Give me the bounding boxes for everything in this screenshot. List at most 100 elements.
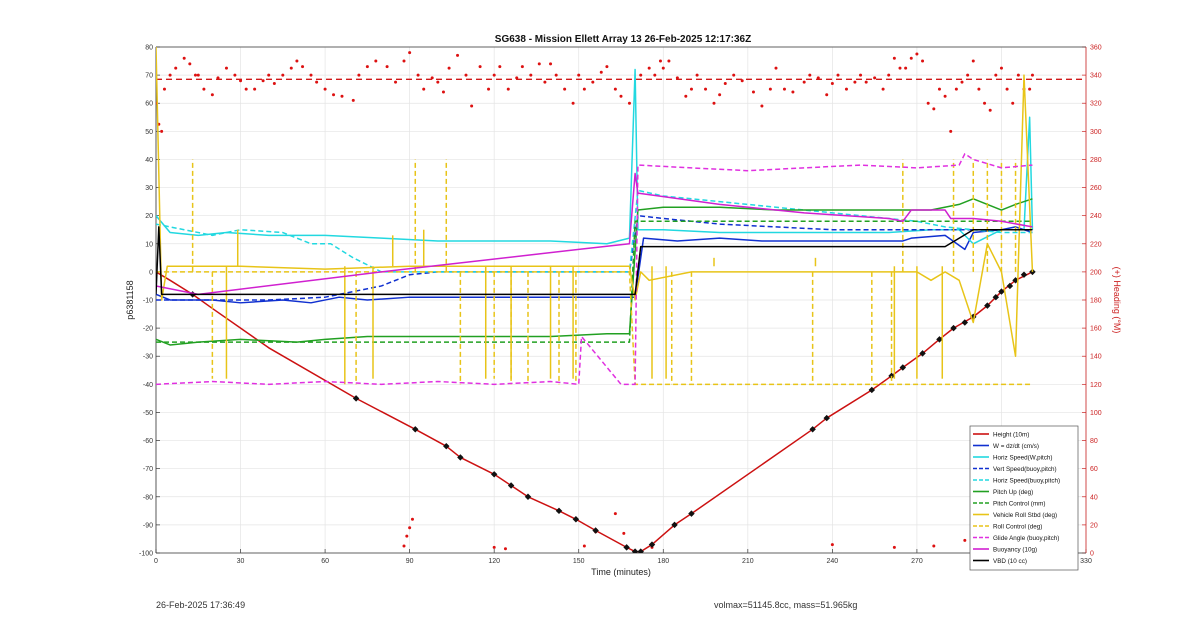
x-tick-label: 330 <box>1080 558 1092 565</box>
heading-point <box>825 93 829 97</box>
heading-point <box>926 101 930 105</box>
legend-label: Vehicle Roll Stbd (deg) <box>993 512 1057 519</box>
heading-point <box>487 87 491 91</box>
y-tick-label-right: 260 <box>1090 185 1102 192</box>
heading-point <box>193 73 197 77</box>
heading-point <box>340 94 344 98</box>
heading-point <box>422 87 426 91</box>
heading-point <box>196 73 200 77</box>
y-tick-label-left: -10 <box>143 298 153 305</box>
legend-label: Pitch Control (mm) <box>993 500 1045 507</box>
series-line-11 <box>156 226 1033 296</box>
height-marker <box>950 324 957 332</box>
heading-point <box>613 87 617 91</box>
heading-point <box>582 87 586 91</box>
heading-point <box>599 70 603 74</box>
height-marker <box>868 386 876 394</box>
heading-point <box>529 73 533 77</box>
heading-point <box>408 51 412 55</box>
heading-point <box>954 87 958 91</box>
heading-point <box>351 98 355 102</box>
y-tick-label-left: -50 <box>143 410 153 417</box>
legend-box <box>969 425 1079 571</box>
legend-label: Vert Speed(buoy,pitch) <box>993 466 1057 473</box>
y-tick-label-right: 100 <box>1090 410 1102 417</box>
heading-point <box>658 59 662 63</box>
y-tick-label-left: -60 <box>143 438 153 445</box>
heading-point <box>160 129 164 133</box>
heading-point <box>289 66 293 70</box>
heading-point <box>549 62 553 66</box>
y-tick-label-right: 320 <box>1090 101 1102 108</box>
y-tick-label-right: 200 <box>1090 269 1102 276</box>
heading-point <box>943 94 947 98</box>
heading-point <box>802 80 806 84</box>
legend-label: Buoyancy (10g) <box>993 546 1037 553</box>
y-tick-label-right: 220 <box>1090 241 1102 248</box>
height-marker <box>623 544 630 551</box>
heading-point <box>202 87 206 91</box>
heading-point <box>844 87 848 91</box>
heading-point <box>830 543 834 547</box>
height-marker <box>899 364 907 371</box>
heading-point <box>408 526 412 530</box>
height-marker <box>648 541 656 548</box>
heading-point <box>456 53 460 57</box>
heading-point <box>988 108 992 112</box>
heading-point <box>994 73 998 77</box>
heading-point <box>441 90 445 94</box>
heading-point <box>591 80 595 84</box>
x-axis-label: Time (minutes) <box>591 567 651 577</box>
heading-point <box>492 73 496 77</box>
y-tick-label-left: -90 <box>143 522 153 529</box>
heading-point <box>932 107 936 111</box>
heading-point <box>301 65 305 69</box>
heading-point <box>267 73 271 77</box>
heading-point <box>853 80 857 84</box>
y-tick-label-right: 180 <box>1090 298 1102 305</box>
heading-point <box>904 66 908 70</box>
heading-point <box>782 87 786 91</box>
heading-point <box>174 66 178 70</box>
heading-point <box>430 76 434 80</box>
heading-point <box>332 93 336 97</box>
heading-point <box>357 73 361 77</box>
heading-point <box>619 94 623 98</box>
x-tick-label: 180 <box>657 558 669 565</box>
heading-point <box>963 538 967 542</box>
y-tick-label-left: 70 <box>145 73 153 80</box>
heading-point <box>704 87 708 91</box>
height-marker <box>961 319 969 326</box>
legend-label: VBD (10 cc) <box>993 558 1027 565</box>
series-line-7 <box>156 47 1034 357</box>
y-axis-label-left: p6381158 <box>125 280 135 319</box>
heading-point <box>168 73 172 77</box>
heading-point <box>622 531 626 535</box>
y-tick-label-right: 360 <box>1090 45 1102 52</box>
y-tick-label-left: 80 <box>145 45 153 52</box>
heading-point <box>410 517 414 521</box>
plot-area: 0306090120150180210240270300330807060504… <box>139 45 1102 566</box>
heading-point <box>689 87 693 91</box>
heading-point <box>405 534 409 538</box>
series-line-10 <box>156 172 1033 296</box>
series-group <box>156 47 1086 553</box>
heading-point <box>577 73 581 77</box>
legend-label: Horiz Speed(buoy,pitch) <box>993 477 1060 484</box>
x-tick-label: 120 <box>488 558 500 565</box>
y-tick-label-right: 160 <box>1090 326 1102 333</box>
height-marker <box>984 302 991 309</box>
heading-point <box>498 65 502 69</box>
y-tick-label-left: -70 <box>143 466 153 473</box>
x-tick-label: 240 <box>827 558 839 565</box>
heading-point <box>464 73 468 77</box>
heading-point <box>315 80 319 84</box>
heading-point <box>740 79 744 83</box>
y-tick-label-right: 120 <box>1090 382 1102 389</box>
height-marker <box>1006 282 1014 290</box>
heading-point <box>898 66 902 70</box>
heading-point <box>999 66 1003 70</box>
y-tick-label-left: -80 <box>143 494 153 501</box>
heading-point <box>1016 73 1020 77</box>
heading-point <box>977 87 981 91</box>
